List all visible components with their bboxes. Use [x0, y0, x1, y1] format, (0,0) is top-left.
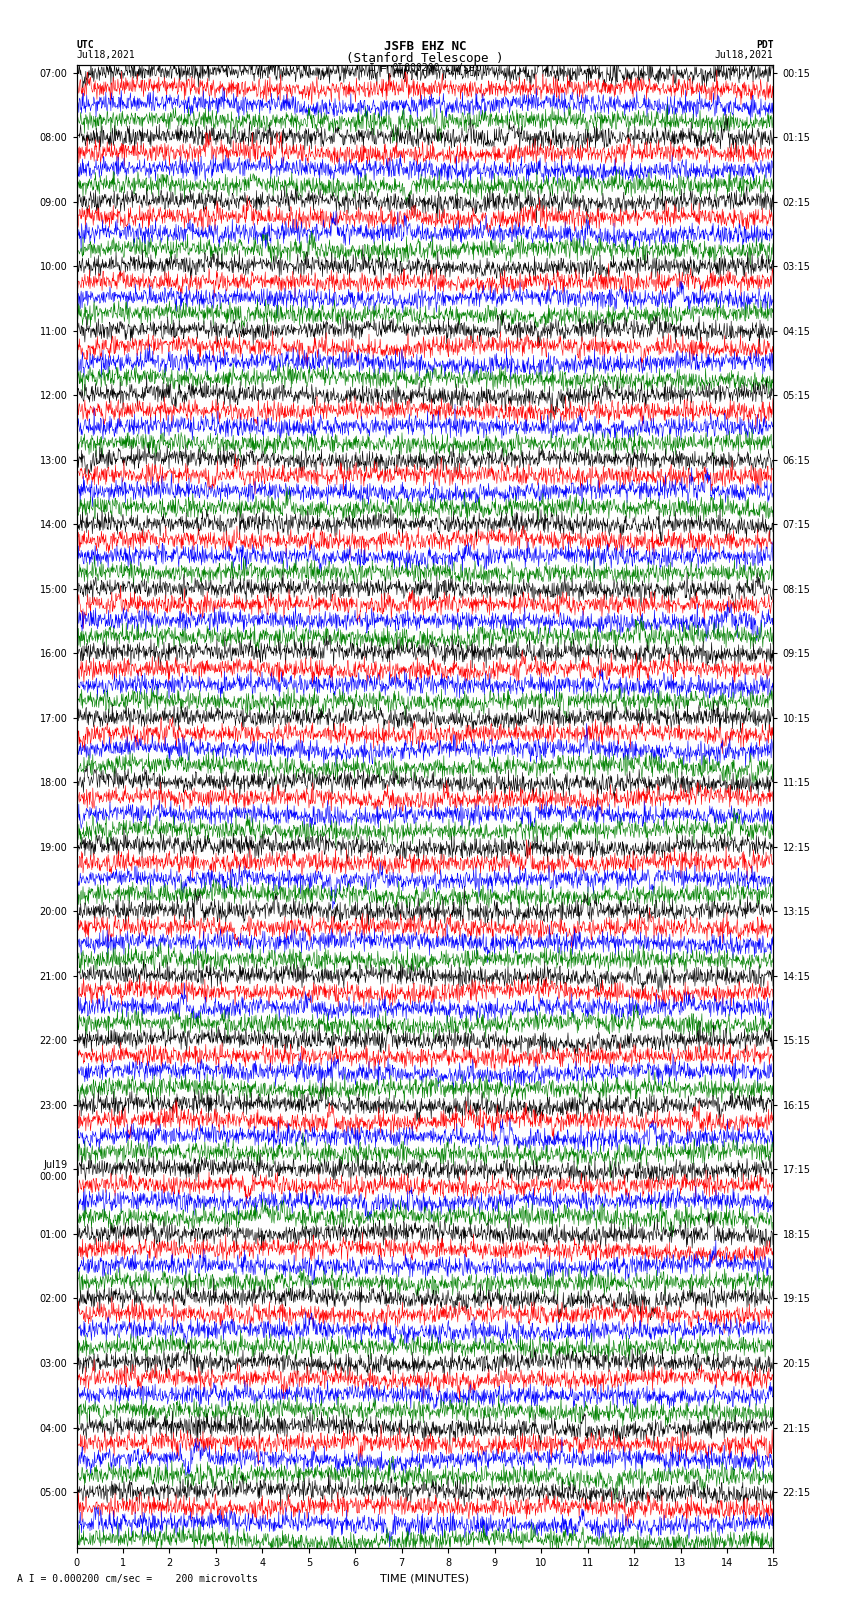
Text: I: I	[397, 63, 402, 73]
Text: I = 0.000200 cm/sec: I = 0.000200 cm/sec	[369, 63, 481, 73]
Text: PDT: PDT	[756, 40, 774, 50]
X-axis label: TIME (MINUTES): TIME (MINUTES)	[381, 1574, 469, 1584]
Text: UTC: UTC	[76, 40, 94, 50]
Text: JSFB EHZ NC: JSFB EHZ NC	[383, 40, 467, 53]
Text: (Stanford Telescope ): (Stanford Telescope )	[346, 52, 504, 65]
Text: Jul18,2021: Jul18,2021	[76, 50, 135, 60]
Text: A I = 0.000200 cm/sec =    200 microvolts: A I = 0.000200 cm/sec = 200 microvolts	[17, 1574, 258, 1584]
Text: Jul18,2021: Jul18,2021	[715, 50, 774, 60]
